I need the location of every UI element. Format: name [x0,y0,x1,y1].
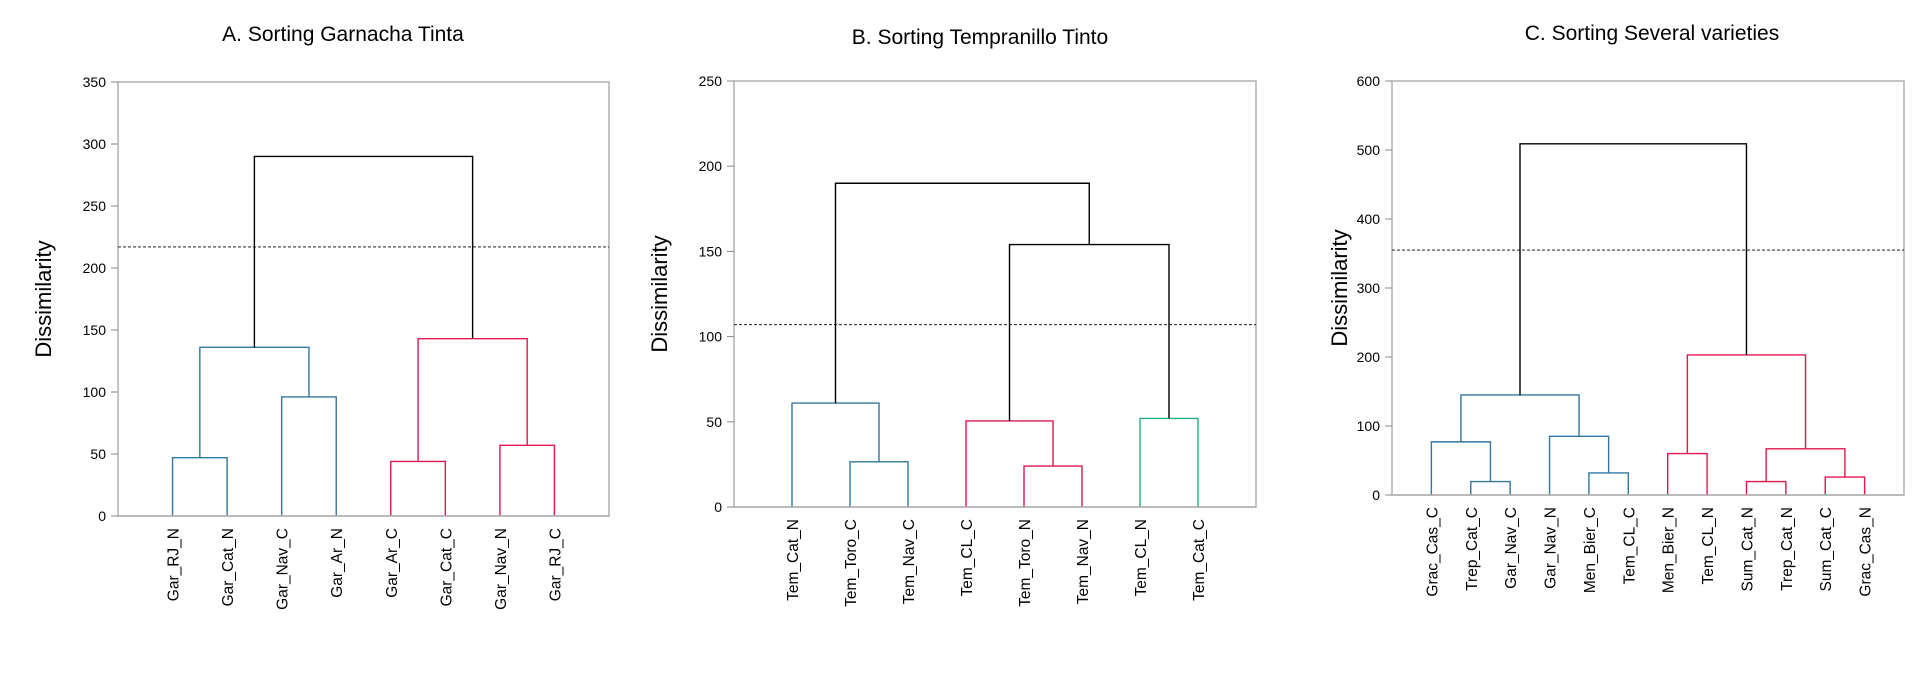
leaf-label: Trep_Cat_C [1464,507,1481,591]
y-tick-label: 150 [699,243,723,259]
dendrogram-link [1470,480,1511,495]
leaf-label: Tem_Toro_C [843,519,860,607]
dendrogram-link [1666,452,1708,495]
leaf-label: Tem_Toro_N [1017,519,1034,607]
leaf-label: Grac_Cas_N [1858,507,1875,597]
panel-a: A. Sorting Garnacha Tinta Dissimilarity … [31,23,610,610]
plot-frame [733,80,1257,508]
y-tick-label: 200 [699,158,723,174]
leaf-label: Tem_CL_C [1621,507,1638,585]
y-tick-label: 100 [1357,418,1381,434]
dendrogram-link [1430,441,1492,495]
y-tick-label: 200 [83,260,107,276]
y-tick-label: 600 [1357,73,1381,89]
y-tick-label: 0 [1372,487,1380,503]
y-tick-label: 0 [98,508,106,524]
dendrogram-link [171,457,228,516]
y-tick-label: 50 [90,446,106,462]
dendrogram-link [849,461,909,507]
panel-c: C. Sorting Several varieties Dissimilari… [1327,22,1905,597]
leaf-label: Grac_Cas_C [1424,507,1441,597]
dendrogram-link [1686,354,1807,454]
dendrogram-link [1023,465,1083,507]
y-tick-label: 250 [83,198,107,214]
dendrogram-link [1588,472,1630,495]
dendrogram-link [1519,143,1748,395]
leaf-label: Gar_Nav_C [1503,507,1520,589]
y-tick-label: 300 [1357,280,1381,296]
plot-frame [117,81,610,517]
leaf-label: Tem_Cat_N [785,519,802,601]
leaf-label: Tem_Nav_C [901,519,918,604]
dendrogram-link [1548,435,1610,495]
leaf-label: Gar_Nav_C [275,528,292,610]
y-tick-label: 250 [699,73,723,89]
leaf-label: Tem_CL_C [959,519,976,597]
leaf-label: Gar_Nav_N [493,528,510,610]
dendrogram-link [1460,394,1580,442]
y-axis-label: Dissimilarity [647,235,672,352]
dendrogram-link [417,337,528,462]
y-tick-label: 150 [83,322,107,338]
y-tick-label: 50 [706,414,722,430]
dendrogram-link [834,182,1090,404]
leaf-label: Gar_RJ_N [166,528,183,601]
chart-title: C. Sorting Several varieties [1525,22,1779,45]
leaf-label: Men_Bier_N [1661,507,1678,593]
chart-title: B. Sorting Tempranillo Tinto [852,26,1108,49]
dendrogram-link [1745,480,1787,495]
y-axis-label: Dissimilarity [1327,229,1352,346]
leaf-label: Sum_Cat_C [1818,507,1835,591]
leaf-label: Gar_Cat_N [220,528,237,606]
leaf-label: Tem_CL_N [1133,519,1150,597]
y-axis-label: Dissimilarity [31,240,56,357]
dendrogram-link [1008,243,1170,421]
leaf-label: Tem_Cat_C [1191,519,1208,601]
leaf-label: Gar_Ar_C [384,528,401,598]
leaf-label: Gar_Cat_C [438,528,455,606]
y-tick-label: 300 [83,136,107,152]
y-tick-label: 100 [83,384,107,400]
y-tick-label: 350 [83,74,107,90]
dendrogram-link [499,444,556,516]
dendrogram-link [1824,476,1866,495]
dendrogram-link [791,402,880,507]
leaf-label: Tem_Nav_N [1075,519,1092,604]
y-tick-label: 500 [1357,142,1381,158]
chart-title: A. Sorting Garnacha Tinta [222,23,464,46]
dendrogram-link [965,420,1054,507]
leaf-label: Trep_Cat_N [1779,507,1796,591]
leaf-label: Sum_Cat_N [1739,507,1756,591]
leaf-label: Gar_Ar_N [329,528,346,598]
panel-b: B. Sorting Tempranillo Tinto Dissimilari… [647,26,1257,607]
leaf-label: Gar_Nav_N [1543,507,1560,589]
dendrogram-link [390,460,447,516]
dendrogram-link [280,396,337,516]
y-tick-label: 400 [1357,211,1381,227]
dendrogram-link [1139,417,1199,507]
dendrogram-link [199,346,310,458]
y-tick-label: 0 [714,499,722,515]
dendrogram-link [253,155,474,348]
y-tick-label: 100 [699,329,723,345]
leaf-label: Men_Bier_C [1582,507,1599,593]
y-tick-label: 200 [1357,349,1381,365]
leaf-label: Gar_RJ_C [547,528,564,601]
leaf-label: Tem_CL_N [1700,507,1717,585]
